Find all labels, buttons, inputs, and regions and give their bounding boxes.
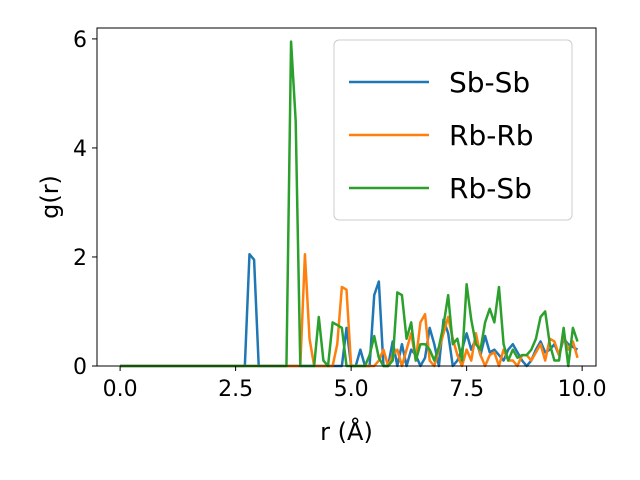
x-tick-label: 0.0 xyxy=(103,377,138,402)
x-tick-label: 7.5 xyxy=(449,377,484,402)
y-tick-label: 4 xyxy=(73,137,87,162)
legend-entry-label: Rb-Rb xyxy=(449,119,534,152)
x-tick-label: 10.0 xyxy=(558,377,607,402)
legend-box xyxy=(333,39,573,221)
legend-entry-label: Sb-Sb xyxy=(449,66,530,99)
x-axis: 0.0 2.5 5.0 7.5 10.0 xyxy=(103,366,607,402)
x-axis-label: r (Å) xyxy=(320,417,373,446)
y-tick-label: 6 xyxy=(73,28,87,53)
x-tick-label: 5.0 xyxy=(334,377,369,402)
series-line-rb-sb xyxy=(120,40,579,368)
legend-entry-label: Rb-Sb xyxy=(449,172,532,205)
y-tick-label: 2 xyxy=(73,246,87,271)
x-tick-label: 2.5 xyxy=(218,377,253,402)
y-axis: 0 2 4 6 xyxy=(73,28,97,380)
legend: Sb-Sb Rb-Rb Rb-Sb xyxy=(333,39,573,221)
y-tick-label: 0 xyxy=(73,355,87,380)
plot-frame xyxy=(96,27,597,367)
y-axis-label: g(r) xyxy=(36,175,64,219)
